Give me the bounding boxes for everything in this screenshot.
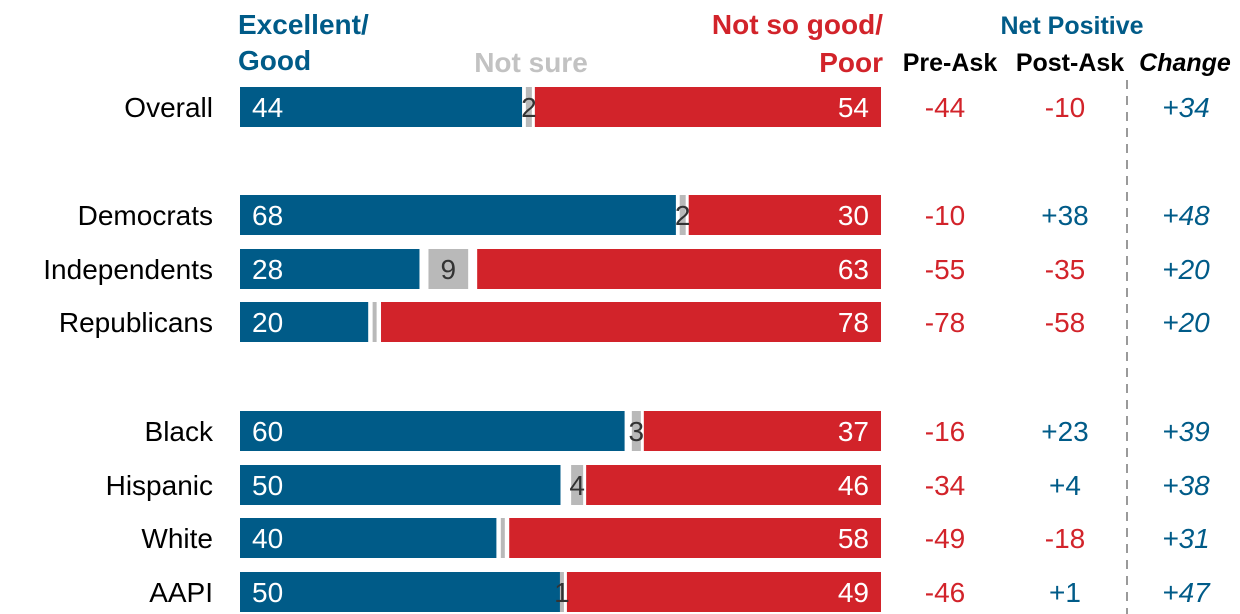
value-not-sure-democrats: 2 [675,200,691,231]
value-positive-black: 60 [252,416,283,447]
bar-negative-democrats [688,195,881,235]
chart-rows: Overall 44 54 2 -44 -10 +34 Democrats 68 30 2 -10 +3… [43,87,1211,612]
bar-not-sure-republicans [372,302,377,342]
change-value-hispanic: +38 [1162,470,1210,501]
pre-ask-value-hispanic: -34 [925,470,965,501]
bar-positive-independents [240,249,420,289]
legend-negative-line1: Not so good/ [712,9,883,40]
row-label-white: White [141,523,213,554]
value-positive-republicans: 20 [252,307,283,338]
legend-positive-line1: Excellent/ [238,9,369,40]
bar-positive-hispanic [240,465,561,505]
post-ask-value-hispanic: +4 [1049,470,1081,501]
bar-not-sure-hispanic [571,465,584,505]
post-ask-value-black: +23 [1041,416,1089,447]
change-header: Change [1139,49,1231,77]
row-label-black: Black [145,416,214,447]
value-not-sure-aapi: 1 [554,577,570,608]
bar-not-sure-black [631,411,641,451]
bar-negative-black [643,411,881,451]
post-ask-value-overall: -10 [1045,92,1085,123]
bar-positive-democrats [240,195,676,235]
value-not-sure-independents: 9 [441,254,457,285]
pre-ask-value-aapi: -46 [925,577,965,608]
value-negative-hispanic: 46 [838,470,869,501]
pre-ask-value-black: -16 [925,416,965,447]
bar-negative-white [509,518,881,558]
pre-ask-value-overall: -44 [925,92,965,123]
pre-ask-value-democrats: -10 [925,200,965,231]
bar-not-sure-white [500,518,505,558]
value-positive-hispanic: 50 [252,470,283,501]
change-value-white: +31 [1162,523,1210,554]
pre-ask-value-white: -49 [925,523,965,554]
change-value-aapi: +47 [1162,577,1211,608]
value-negative-aapi: 49 [838,577,869,608]
bar-positive-aapi [240,572,561,612]
bar-negative-republicans [381,302,881,342]
bar-positive-overall [240,87,523,127]
post-ask-header: Post-Ask [1016,49,1124,77]
change-value-republicans: +20 [1162,307,1210,338]
row-label-republicans: Republicans [59,307,213,338]
bar-not-sure-democrats [679,195,686,235]
legend-negative-line2: Poor [819,47,883,78]
row-label-overall: Overall [124,92,213,123]
post-ask-value-republicans: -58 [1045,307,1085,338]
change-value-overall: +34 [1162,92,1210,123]
value-positive-independents: 28 [252,254,283,285]
value-not-sure-overall: 2 [521,92,537,123]
value-negative-white: 58 [838,523,869,554]
row-label-democrats: Democrats [78,200,213,231]
change-value-black: +39 [1162,416,1210,447]
bar-not-sure-aapi [559,572,564,612]
value-not-sure-hispanic: 4 [569,470,585,501]
value-positive-overall: 44 [252,92,283,123]
bar-negative-hispanic [586,465,881,505]
value-positive-aapi: 50 [252,577,283,608]
bar-positive-white [240,518,497,558]
value-negative-independents: 63 [838,254,869,285]
legend-not-sure: Not sure [474,47,588,78]
bar-negative-aapi [566,572,881,612]
bar-negative-independents [477,249,881,289]
bar-not-sure-overall [525,87,532,127]
change-value-independents: +20 [1162,254,1210,285]
value-negative-republicans: 78 [838,307,869,338]
pre-ask-header: Pre-Ask [903,49,998,77]
post-ask-value-independents: -35 [1045,254,1085,285]
row-label-independents: Independents [43,254,213,285]
bar-negative-overall [534,87,881,127]
row-label-aapi: AAPI [149,577,213,608]
value-negative-overall: 54 [838,92,869,123]
bar-positive-republicans [240,302,369,342]
value-positive-democrats: 68 [252,200,283,231]
pre-ask-value-republicans: -78 [925,307,965,338]
row-label-hispanic: Hispanic [106,470,213,501]
value-negative-democrats: 30 [838,200,869,231]
net-positive-header: Net Positive [1000,12,1143,40]
bar-positive-black [240,411,625,451]
value-positive-white: 40 [252,523,283,554]
change-value-democrats: +48 [1162,200,1210,231]
post-ask-value-aapi: +1 [1049,577,1081,608]
post-ask-value-white: -18 [1045,523,1085,554]
legend-positive-line2: Good [238,45,311,76]
pre-ask-value-independents: -55 [925,254,965,285]
post-ask-value-democrats: +38 [1041,200,1089,231]
bar-not-sure-independents [428,249,469,289]
value-negative-black: 37 [838,416,869,447]
value-not-sure-black: 3 [629,416,645,447]
